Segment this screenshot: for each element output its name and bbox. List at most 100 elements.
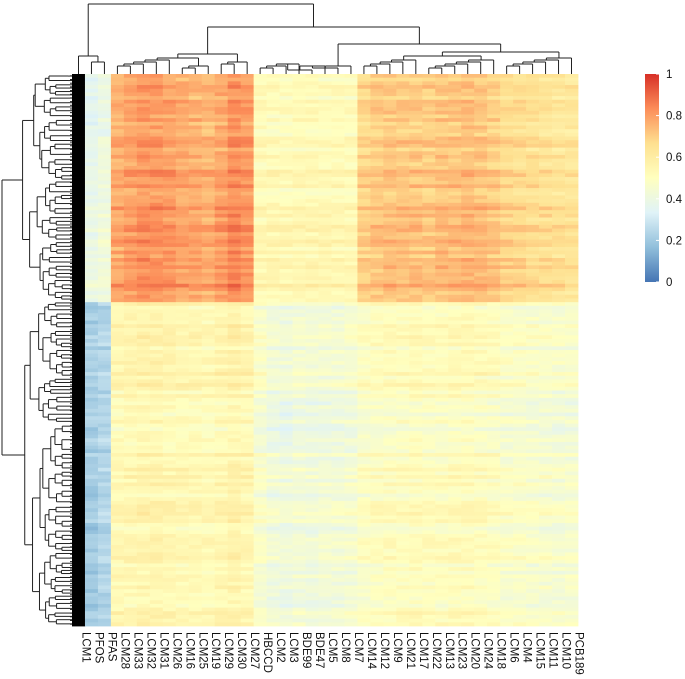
heatmap-cell (188, 567, 203, 572)
heatmap-cell (383, 88, 397, 93)
heatmap-cell (175, 622, 190, 627)
heatmap-cell (162, 375, 177, 380)
heatmap-cell (162, 537, 177, 542)
heatmap-cell (227, 217, 242, 222)
heatmap-cell (227, 368, 242, 373)
heatmap-cell (227, 320, 242, 325)
heatmap-cell (422, 147, 436, 152)
heatmap-cell (72, 430, 86, 436)
heatmap-cell (344, 401, 358, 406)
heatmap-cell (240, 107, 255, 112)
heatmap-cell (227, 585, 242, 590)
heatmap-cell (383, 85, 397, 90)
heatmap-cell (214, 493, 229, 498)
heatmap-cell (201, 188, 216, 193)
heatmap-cell (370, 154, 384, 160)
heatmap-cell (318, 581, 332, 586)
heatmap-cell (370, 508, 384, 513)
heatmap-cell (201, 294, 216, 299)
heatmap-cell (344, 280, 358, 285)
heatmap-cell (227, 114, 242, 119)
heatmap-cell (201, 467, 216, 472)
heatmap-cell (292, 180, 306, 185)
heatmap-cell (409, 254, 423, 259)
heatmap-cell (487, 522, 501, 528)
heatmap-cell (370, 320, 384, 325)
heatmap-cell (357, 522, 371, 528)
heatmap-cell (422, 96, 436, 101)
heatmap-cell (409, 88, 423, 93)
heatmap-cell (136, 74, 151, 79)
heatmap-cell (162, 603, 177, 608)
heatmap-cell (175, 272, 190, 277)
heatmap-cell (383, 478, 397, 483)
heatmap-cell (149, 486, 164, 491)
heatmap-cell (188, 600, 203, 605)
heatmap-cell (370, 401, 384, 406)
heatmap-cell (110, 522, 125, 528)
heatmap-cell (201, 475, 216, 480)
heatmap-cell (370, 143, 384, 148)
heatmap-cell (396, 316, 410, 321)
heatmap-cell (201, 162, 216, 167)
heatmap-cell (357, 537, 371, 542)
heatmap-cell (136, 545, 151, 550)
heatmap-cell (344, 578, 358, 583)
heatmap-cell (123, 121, 138, 126)
heatmap-cell (188, 574, 203, 579)
heatmap-cell (97, 169, 112, 174)
heatmap-cell (461, 445, 475, 450)
heatmap-cell (357, 125, 371, 130)
heatmap-cell (175, 162, 190, 167)
heatmap-cell (110, 129, 125, 134)
heatmap-cell (188, 497, 203, 502)
heatmap-cell (214, 331, 229, 336)
heatmap-cell (72, 261, 86, 266)
heatmap-cell (357, 291, 371, 296)
heatmap-cell (123, 567, 138, 572)
heatmap-cell (149, 327, 164, 332)
heatmap-cell (318, 361, 332, 366)
heatmap-cell (227, 508, 242, 513)
heatmap-cell (422, 99, 436, 104)
heatmap-cell (162, 519, 177, 524)
heatmap-cell (435, 154, 449, 160)
heatmap-cell (487, 482, 501, 487)
heatmap-cell (292, 276, 306, 281)
heatmap-cell (162, 581, 177, 586)
heatmap-cell (383, 375, 397, 380)
heatmap-cell (175, 405, 190, 410)
heatmap-cell (409, 99, 423, 104)
heatmap-cell (305, 77, 319, 82)
heatmap-cell (123, 118, 138, 123)
heatmap-cell (383, 600, 397, 605)
heatmap-cell (422, 408, 436, 413)
heatmap-cell (318, 401, 332, 406)
heatmap-cell (461, 132, 475, 137)
heatmap-cell (136, 346, 151, 351)
heatmap-cell (240, 511, 255, 516)
heatmap-cell (318, 125, 332, 130)
heatmap-cell (409, 302, 423, 307)
heatmap-cell (136, 350, 151, 355)
heatmap-cell (214, 107, 229, 112)
heatmap-cell (331, 85, 345, 90)
heatmap-cell (279, 191, 293, 196)
heatmap-cell (214, 372, 229, 377)
heatmap-cell (331, 596, 345, 601)
heatmap-cell (474, 449, 488, 454)
heatmap-cell (461, 548, 475, 553)
heatmap-cell (84, 405, 99, 410)
heatmap-cell (175, 287, 190, 292)
heatmap-cell (149, 217, 164, 222)
heatmap-cell (422, 464, 436, 469)
heatmap-cell (84, 338, 99, 344)
heatmap-cell (188, 500, 203, 505)
heatmap-cell (136, 419, 151, 424)
heatmap-cell (435, 423, 449, 428)
heatmap-cell (188, 489, 203, 494)
heatmap-cell (175, 522, 190, 528)
heatmap-cell (279, 77, 293, 82)
heatmap-cell (305, 99, 319, 104)
heatmap-cell (266, 397, 280, 402)
